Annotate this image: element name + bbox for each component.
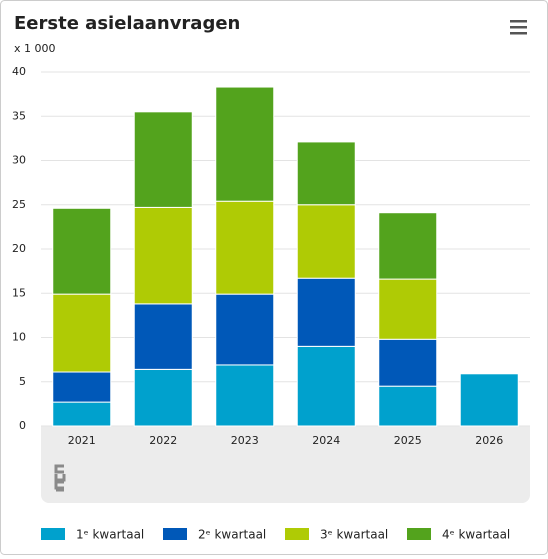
- legend-swatch: [285, 528, 309, 540]
- y-tick-label: 40: [12, 65, 26, 78]
- bar-segment: [215, 364, 275, 427]
- y-tick-label: 30: [12, 154, 26, 167]
- x-tick-label: 2025: [394, 434, 422, 447]
- y-tick-label: 0: [19, 419, 26, 432]
- x-tick-label: 2026: [475, 434, 503, 447]
- legend-swatch: [163, 528, 187, 540]
- legend-label: 2ᵉ kwartaal: [198, 528, 266, 542]
- y-tick-label: 15: [12, 286, 26, 299]
- bar-segment: [296, 345, 356, 427]
- y-tick-label: 5: [19, 375, 26, 388]
- bar-segment: [296, 141, 356, 206]
- bar-segment: [459, 373, 519, 427]
- bar-segment: [215, 200, 275, 295]
- bar-segment: [296, 204, 356, 279]
- bar-segment: [133, 206, 193, 305]
- x-tick-label: 2024: [312, 434, 340, 447]
- bar-segment: [378, 385, 438, 427]
- bar-segment: [52, 371, 112, 403]
- bar-segment: [378, 278, 438, 340]
- bar-segment: [378, 212, 438, 280]
- x-tick-label: 2023: [231, 434, 259, 447]
- menu-button[interactable]: [510, 20, 527, 35]
- axis-panel: [41, 426, 530, 503]
- y-tick-label: 20: [12, 242, 26, 255]
- chart-title: Eerste asielaanvragen: [14, 13, 240, 34]
- logo: [54, 464, 66, 492]
- legend-swatch: [407, 528, 431, 540]
- bar-segment: [296, 277, 356, 347]
- bar-segment: [133, 368, 193, 427]
- y-axis-label: x 1 000: [14, 42, 56, 55]
- bar-segment: [52, 207, 112, 295]
- bar-segment: [52, 293, 112, 373]
- legend-label: 3ᵉ kwartaal: [320, 528, 388, 542]
- bar-segment: [378, 338, 438, 387]
- bar-segment: [52, 401, 112, 427]
- y-tick-label: 35: [12, 109, 26, 122]
- y-tick-label: 25: [12, 198, 26, 211]
- legend-swatch: [41, 528, 65, 540]
- bar-segment: [215, 86, 275, 202]
- bar-segment: [133, 303, 193, 370]
- y-tick-label: 10: [12, 331, 26, 344]
- legend-label: 4ᵉ kwartaal: [442, 528, 510, 542]
- bar-segment: [215, 293, 275, 366]
- bar-segment: [133, 111, 193, 208]
- legend-label: 1ᵉ kwartaal: [76, 528, 144, 542]
- x-tick-label: 2021: [68, 434, 96, 447]
- x-tick-label: 2022: [149, 434, 177, 447]
